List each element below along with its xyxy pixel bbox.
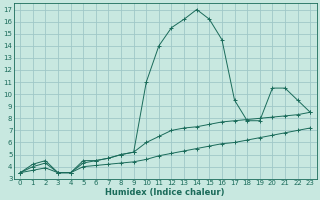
X-axis label: Humidex (Indice chaleur): Humidex (Indice chaleur) [106, 188, 225, 197]
